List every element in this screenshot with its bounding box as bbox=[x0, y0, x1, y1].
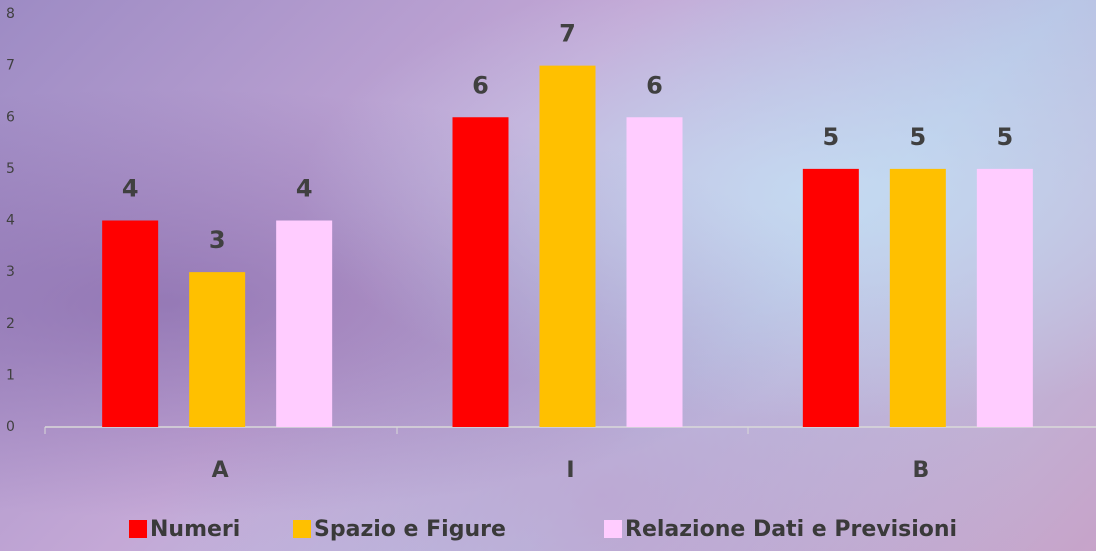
y-tick-label: 8 bbox=[6, 6, 15, 22]
legend-label: Numeri bbox=[150, 517, 240, 542]
legend-label: Spazio e Figure bbox=[314, 517, 506, 542]
y-tick-label: 7 bbox=[6, 58, 15, 74]
bar bbox=[889, 168, 946, 427]
y-tick-label: 2 bbox=[6, 316, 15, 332]
x-tick-label: B bbox=[912, 458, 929, 483]
data-label: 5 bbox=[822, 123, 839, 151]
y-tick-label: 4 bbox=[6, 213, 15, 229]
y-tick-label: 5 bbox=[6, 161, 15, 177]
x-tick-label: A bbox=[212, 458, 229, 483]
bar bbox=[452, 117, 509, 427]
legend-swatch bbox=[129, 520, 147, 538]
data-label: 4 bbox=[122, 175, 139, 203]
legend-swatch bbox=[293, 520, 311, 538]
bar bbox=[276, 220, 333, 427]
legend-swatch bbox=[604, 520, 622, 538]
bar bbox=[539, 65, 596, 427]
x-tick-label: I bbox=[566, 458, 574, 483]
data-label: 4 bbox=[296, 175, 313, 203]
legend-label: Relazione Dati e Previsioni bbox=[625, 517, 957, 542]
bar bbox=[189, 272, 246, 427]
bar bbox=[102, 220, 159, 427]
y-tick-label: 3 bbox=[6, 264, 15, 280]
y-tick-label: 6 bbox=[6, 109, 15, 125]
bar bbox=[976, 168, 1033, 427]
data-label: 6 bbox=[472, 71, 489, 99]
bar bbox=[626, 117, 683, 427]
data-label: 5 bbox=[996, 123, 1013, 151]
bar bbox=[802, 168, 859, 427]
data-label: 5 bbox=[909, 123, 926, 151]
data-label: 3 bbox=[209, 226, 226, 254]
y-tick-label: 1 bbox=[6, 367, 15, 383]
data-label: 6 bbox=[646, 71, 663, 99]
data-label: 7 bbox=[559, 20, 576, 48]
y-tick-label: 0 bbox=[6, 419, 15, 435]
